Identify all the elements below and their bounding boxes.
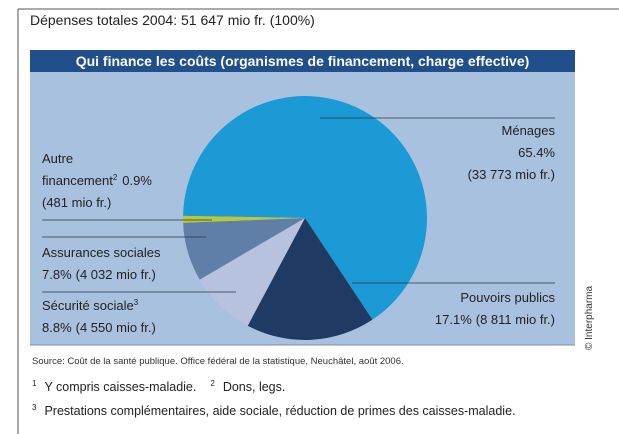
label-name-line: Pouvoirs publics (380, 287, 555, 309)
slice-label: Ménages 65.4% (33 773 mio fr.) (380, 120, 555, 186)
amount-label: (4 032 mio fr.) (75, 267, 156, 282)
label-name-line: Ménages (380, 120, 555, 142)
footnote-text: Prestations complémentaires, aide social… (44, 404, 516, 418)
pie-slice (183, 218, 305, 280)
value-label: 17.1% (434, 312, 472, 327)
label-name: Ménages (501, 123, 555, 138)
footnote-mark: 1 (32, 379, 37, 388)
slice-label: Assurances sociales 7.8% (4 032 mio fr.) (42, 242, 242, 286)
amount-label: (481 mio fr.) (42, 195, 112, 210)
footnote-mark: 2 (210, 379, 215, 388)
slice-label: Autre financement2 0.9% (481 mio fr.) (42, 148, 212, 214)
chart-title: Dépenses totales 2004: 51 647 mio fr. (1… (30, 12, 315, 28)
source: Source: Coût de la santé publique. Offic… (32, 356, 404, 367)
footnote-text: Y compris caisses-maladie. (44, 380, 197, 394)
label-name-line: Assurances sociales (42, 242, 242, 264)
value-label: 8.8% (42, 320, 72, 335)
amount-label: (4 550 mio fr.) (75, 320, 156, 335)
label-name: Sécurité sociale (42, 298, 134, 313)
footnote-line: 1 Y compris caisses-maladie. 2 Dons, legs. (32, 379, 285, 394)
label-name-line: Sécurité sociale3 (42, 295, 242, 317)
slice-label: Sécurité sociale3 8.8% (4 550 mio fr.) (42, 295, 242, 339)
chart-subtitle: Qui finance les coûts (organismes de fin… (75, 53, 530, 69)
amount-label: (33 773 mio fr.) (467, 167, 555, 182)
footnote-mark: 3 (133, 298, 139, 307)
value-label: 0.9% (122, 173, 152, 188)
pie-slice (247, 218, 373, 340)
footnote-mark: 2 (112, 173, 118, 182)
label-name: Assurances sociales (42, 245, 161, 260)
label-name: Autre financement (42, 151, 113, 188)
value-label: 65.4% (518, 145, 555, 160)
amount-label: (8 811 mio fr.) (475, 312, 555, 327)
label-name: Pouvoirs publics (460, 290, 555, 305)
slice-label: Pouvoirs publics 17.1% (8 811 mio fr.) (380, 287, 555, 331)
pie-slice (199, 218, 305, 326)
label-name-line: Autre financement2 (42, 151, 117, 188)
footnote-text: Dons, legs. (222, 380, 286, 394)
pie-slice (183, 215, 305, 223)
header-bar (30, 50, 575, 72)
credit: © Interpharma (584, 285, 595, 350)
value-label: 7.8% (42, 267, 72, 282)
footnote: 2 Dons, legs. (210, 379, 286, 394)
footnote-line: 3 Prestations complémentaires, aide socia… (32, 403, 516, 418)
footnote: 1 Y compris caisses-maladie. (32, 379, 197, 394)
footnote-mark: 3 (32, 403, 37, 412)
pie-slice (183, 95, 427, 320)
